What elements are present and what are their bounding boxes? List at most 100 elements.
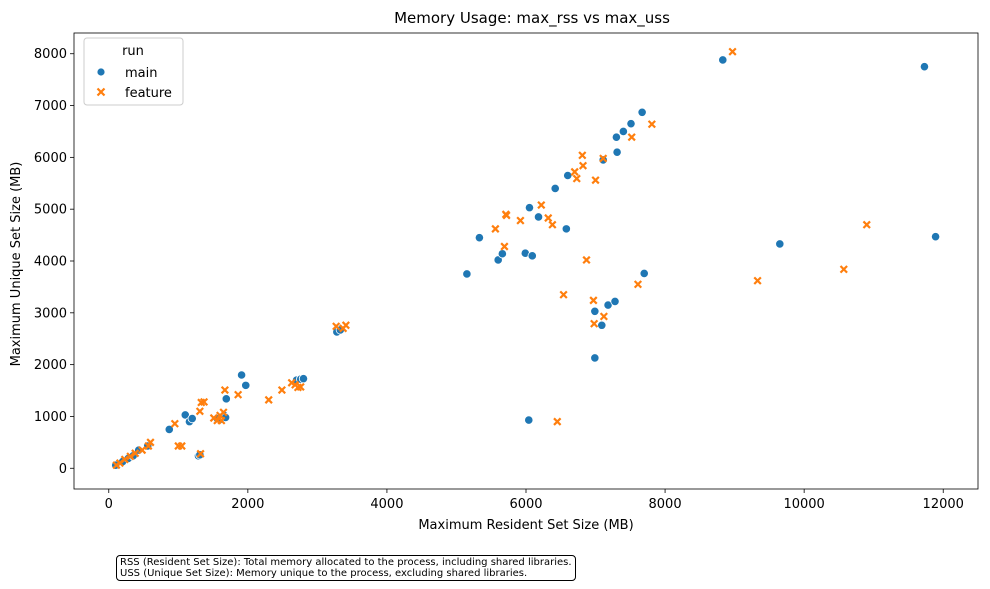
point-feature [491, 224, 500, 233]
legend-label-feature: feature [125, 86, 172, 101]
point-main [563, 170, 573, 181]
point-feature [264, 395, 273, 404]
y-tick-label: 2000 [34, 358, 67, 373]
point-main [775, 239, 785, 249]
point-feature [589, 296, 598, 305]
point-feature [553, 417, 562, 426]
point-main [462, 269, 472, 279]
point-feature [296, 382, 305, 391]
footnote-rss: RSS (Resident Set Size): Total memory al… [120, 557, 572, 568]
point-feature [578, 161, 588, 170]
point-main [527, 251, 537, 261]
legend-marker-main [96, 67, 106, 77]
point-feature [591, 176, 600, 185]
point-main [637, 107, 647, 117]
point-feature [341, 321, 350, 330]
point-feature [537, 200, 546, 210]
y-tick-label: 0 [59, 462, 67, 477]
point-main [597, 320, 607, 330]
footnote-uss: USS (Unique Set Size): Memory unique to … [120, 568, 528, 579]
point-feature [753, 276, 762, 285]
point-main [524, 203, 535, 213]
point-feature [126, 452, 135, 461]
point-feature [332, 322, 341, 331]
point-main [626, 119, 636, 129]
point-main [612, 147, 622, 157]
point-main [590, 306, 600, 316]
point-feature [548, 220, 557, 229]
point-feature [570, 167, 579, 176]
x-tick-label: 4000 [370, 497, 403, 512]
y-tick-label: 1000 [34, 410, 67, 425]
point-feature [572, 174, 581, 183]
point-main [298, 374, 309, 384]
footnote-box: RSS (Resident Set Size): Total memory al… [116, 555, 576, 581]
point-feature [131, 449, 140, 458]
point-main [474, 233, 485, 243]
point-main [493, 255, 503, 265]
point-feature [578, 151, 587, 160]
point-feature [862, 220, 871, 229]
legend-title: run [122, 44, 144, 59]
legend-frame [83, 37, 184, 106]
x-axis-title: Maximum Resident Set Size (MB) [418, 518, 633, 533]
point-main [561, 224, 571, 234]
point-feature [217, 416, 226, 425]
point-main [930, 232, 941, 242]
point-main [164, 424, 174, 435]
point-main [533, 212, 544, 222]
point-feature [647, 120, 656, 129]
y-tick-label: 8000 [34, 47, 67, 62]
point-feature [199, 397, 209, 407]
y-tick-label: 5000 [34, 203, 67, 218]
x-tick-label: 2000 [231, 497, 264, 512]
y-tick-label: 3000 [34, 306, 67, 321]
point-feature [559, 290, 568, 299]
point-main [639, 268, 649, 279]
point-main [618, 126, 628, 137]
y-tick-label: 4000 [34, 255, 67, 270]
point-main [524, 415, 534, 425]
point-main [718, 55, 728, 65]
point-feature [839, 265, 848, 274]
point-feature [633, 280, 643, 289]
x-tick-label: 6000 [509, 497, 542, 512]
point-main [497, 249, 507, 259]
legend-label-main: main [125, 66, 157, 81]
point-main [611, 132, 622, 142]
legend-marker-feature [96, 87, 106, 97]
point-feature [146, 438, 155, 447]
point-main [221, 394, 231, 404]
point-main [241, 380, 251, 390]
legend: run main feature [83, 37, 184, 106]
x-tick-label: 12000 [923, 497, 964, 512]
point-main [550, 183, 560, 194]
point-feature [599, 312, 608, 321]
point-feature [196, 449, 205, 458]
y-tick-label: 6000 [34, 151, 67, 166]
chart-title: Memory Usage: max_rss vs max_uss [394, 9, 670, 28]
point-feature [120, 455, 129, 464]
point-main [187, 413, 197, 424]
point-feature [502, 211, 511, 220]
y-tick-label: 7000 [34, 99, 67, 114]
point-main [919, 62, 930, 72]
point-main [590, 353, 600, 363]
point-feature [220, 385, 229, 395]
point-feature [599, 154, 608, 163]
x-tick-label: 8000 [649, 497, 682, 512]
point-feature [500, 242, 509, 251]
point-main [610, 296, 620, 307]
plot-area [111, 47, 941, 470]
point-feature [728, 47, 737, 56]
point-feature [544, 213, 553, 223]
point-main [236, 370, 247, 380]
point-feature [627, 133, 636, 142]
point-feature [170, 419, 179, 428]
point-feature [590, 319, 599, 328]
point-feature [195, 407, 204, 416]
y-axis-title: Maximum Unique Set Size (MB) [9, 162, 24, 367]
point-feature [219, 408, 228, 417]
point-feature [177, 441, 186, 451]
